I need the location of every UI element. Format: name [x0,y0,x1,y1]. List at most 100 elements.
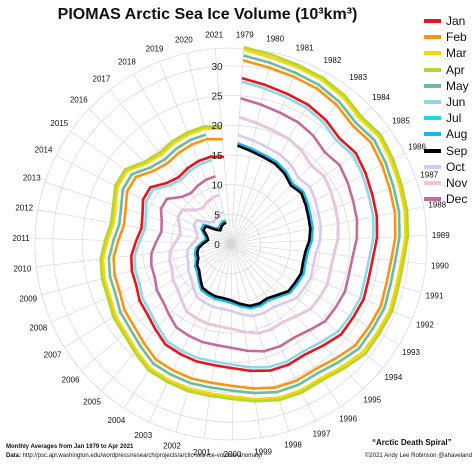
year-spoke [51,243,232,323]
year-label: 1984 [372,93,390,102]
year-label: 1992 [416,321,434,330]
year-spoke [148,243,232,423]
legend-swatch [424,100,441,105]
series-apr [99,45,410,403]
year-label: 1987 [420,171,438,180]
series-feb [112,59,397,390]
legend-label: Apr [446,62,465,77]
legend-item-aug: Aug [424,126,469,142]
year-spoke [203,243,232,439]
chart-title: PIOMAS Arctic Sea Ice Volume (10³km³) [57,6,358,23]
year-label: 2001 [193,448,211,457]
year-spoke [230,179,417,245]
legend-item-may: May [424,78,469,94]
radial-tick-label: 15 [211,151,223,162]
legend-item-feb: Feb [424,29,469,45]
year-label: 1998 [284,441,302,450]
year-label: 1986 [408,143,426,152]
year-label: 2015 [50,119,68,128]
legend-item-oct: Oct [424,159,469,175]
year-label: 2004 [108,416,126,425]
year-spoke [230,243,427,265]
legend-item-jan: Jan [424,13,469,29]
year-spoke [230,243,233,440]
radial-tick-label: 10 [211,181,223,192]
legend-label: Aug [446,127,468,142]
series-oct [185,133,323,318]
year-label: 2006 [62,376,80,385]
year-label: 1980 [266,35,284,44]
legend-swatch [424,164,441,169]
radial-tick-label: 25 [211,92,223,103]
year-label: 1983 [349,73,367,82]
series-layer [99,45,410,403]
year-label: 2002 [163,442,181,451]
footer-credit: ©2021 Andy Lee Robinson @ahaveland [365,453,472,459]
series-sep [195,144,312,308]
radial-tick-label: 20 [211,121,223,132]
series-aug [193,141,315,310]
radial-tick-label: 5 [214,210,220,221]
legend-swatch [424,180,441,185]
year-label: 2011 [12,234,30,243]
legend-swatch [424,148,441,153]
year-label: 2009 [19,295,37,304]
legend: Jan Feb Mar Apr May Jun Jul Aug Sep Oct Nov Dec [424,13,469,207]
legend-label: Jan [446,14,466,29]
legend-item-sep: Sep [424,143,469,159]
series-mar [101,48,407,401]
year-label: 1993 [402,348,420,357]
outer-circle [34,47,428,441]
year-label: 1989 [432,231,450,240]
year-spoke [81,243,232,371]
legend-item-apr: Apr [424,62,469,78]
year-label: 1979 [236,30,254,39]
year-label: 1985 [392,117,410,126]
year-spoke [230,243,290,432]
year-label: 2008 [29,324,47,333]
legend-item-jun: Jun [424,94,469,110]
year-spoke [230,243,383,369]
year-label: 2014 [35,145,53,154]
year-label: 1981 [296,43,314,52]
legend-swatch [424,116,441,121]
year-spoke [230,72,326,245]
series-nov [168,115,340,335]
year-spoke [230,243,400,346]
series-jan [130,76,379,373]
radial-tick-label: 30 [211,62,223,73]
series-may [107,54,401,395]
legend-item-jul: Jul [424,110,469,126]
footer-data-url[interactable]: http://psc.apl.washington.edu/wordpress/… [22,453,263,459]
legend-label: Jul [446,111,462,126]
grid-layer [34,47,428,441]
footer-monthly-note: Monthly Averages from Jan 1979 to Apr 20… [6,444,134,450]
year-spoke [35,237,232,245]
year-label: 2019 [146,44,164,53]
year-label: 2013 [23,174,41,183]
legend-item-mar: Mar [424,45,469,61]
year-label: 1999 [254,448,272,457]
year-label: 1991 [426,292,444,301]
legend-label: Nov [446,175,468,190]
year-label: 2012 [15,203,33,212]
year-spoke [44,181,232,245]
legend-item-dec: Dec [424,191,469,207]
year-label: 1988 [428,200,446,209]
year-spoke [109,89,232,245]
year-label: 2005 [83,397,101,406]
legend-label: Sep [446,143,468,158]
year-label: 1995 [363,395,381,404]
year-label: 1982 [324,56,342,65]
year-spoke [230,106,372,245]
year-label: 2003 [134,431,152,440]
footer-data-source: Data: http://psc.apl.washington.edu/word… [6,453,262,459]
radial-tick-label: 0 [214,240,220,251]
legend-swatch [424,67,441,72]
label-layer: 1979 1980 1981 1982 1983 1984 1985 1986 1987 1988… [12,30,450,459]
legend-label: Feb [446,30,467,45]
year-spoke [230,152,405,245]
year-label: 2016 [70,95,88,104]
year-label: 2007 [44,351,62,360]
year-spoke [133,73,232,245]
